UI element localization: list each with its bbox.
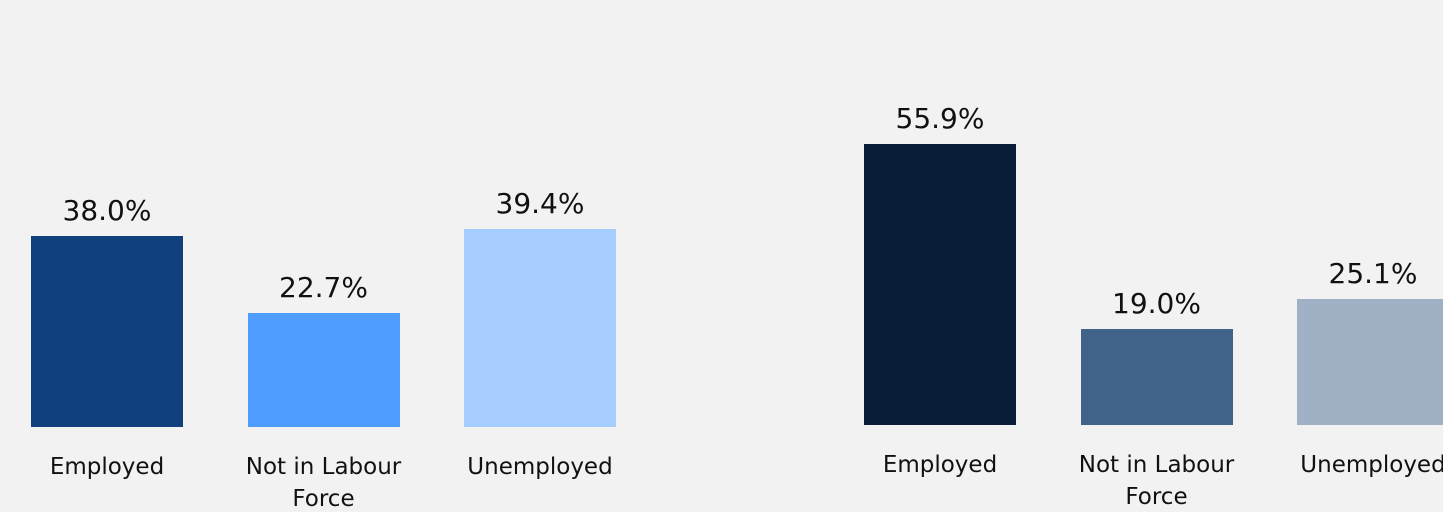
bar: [464, 228, 616, 427]
category-label: Not in Labour Force: [1078, 452, 1235, 510]
category-label: Unemployed: [467, 454, 613, 480]
category-label: Employed: [49, 454, 165, 480]
bar: [864, 143, 1016, 425]
value-label: 25.1%: [1328, 256, 1418, 290]
value-label: 55.9%: [895, 101, 985, 135]
value-label: 38.0%: [62, 193, 152, 227]
bar: [1297, 298, 1443, 425]
bar: [247, 312, 400, 427]
category-label: Not in Labour Force: [245, 454, 402, 512]
value-label: 39.4%: [495, 186, 585, 220]
value-label: 22.7%: [279, 270, 368, 304]
bar: [1080, 329, 1233, 425]
value-label: 19.0%: [1112, 287, 1201, 321]
category-label: Unemployed: [1300, 452, 1443, 478]
category-label: Employed: [882, 452, 998, 478]
bar: [31, 235, 183, 427]
